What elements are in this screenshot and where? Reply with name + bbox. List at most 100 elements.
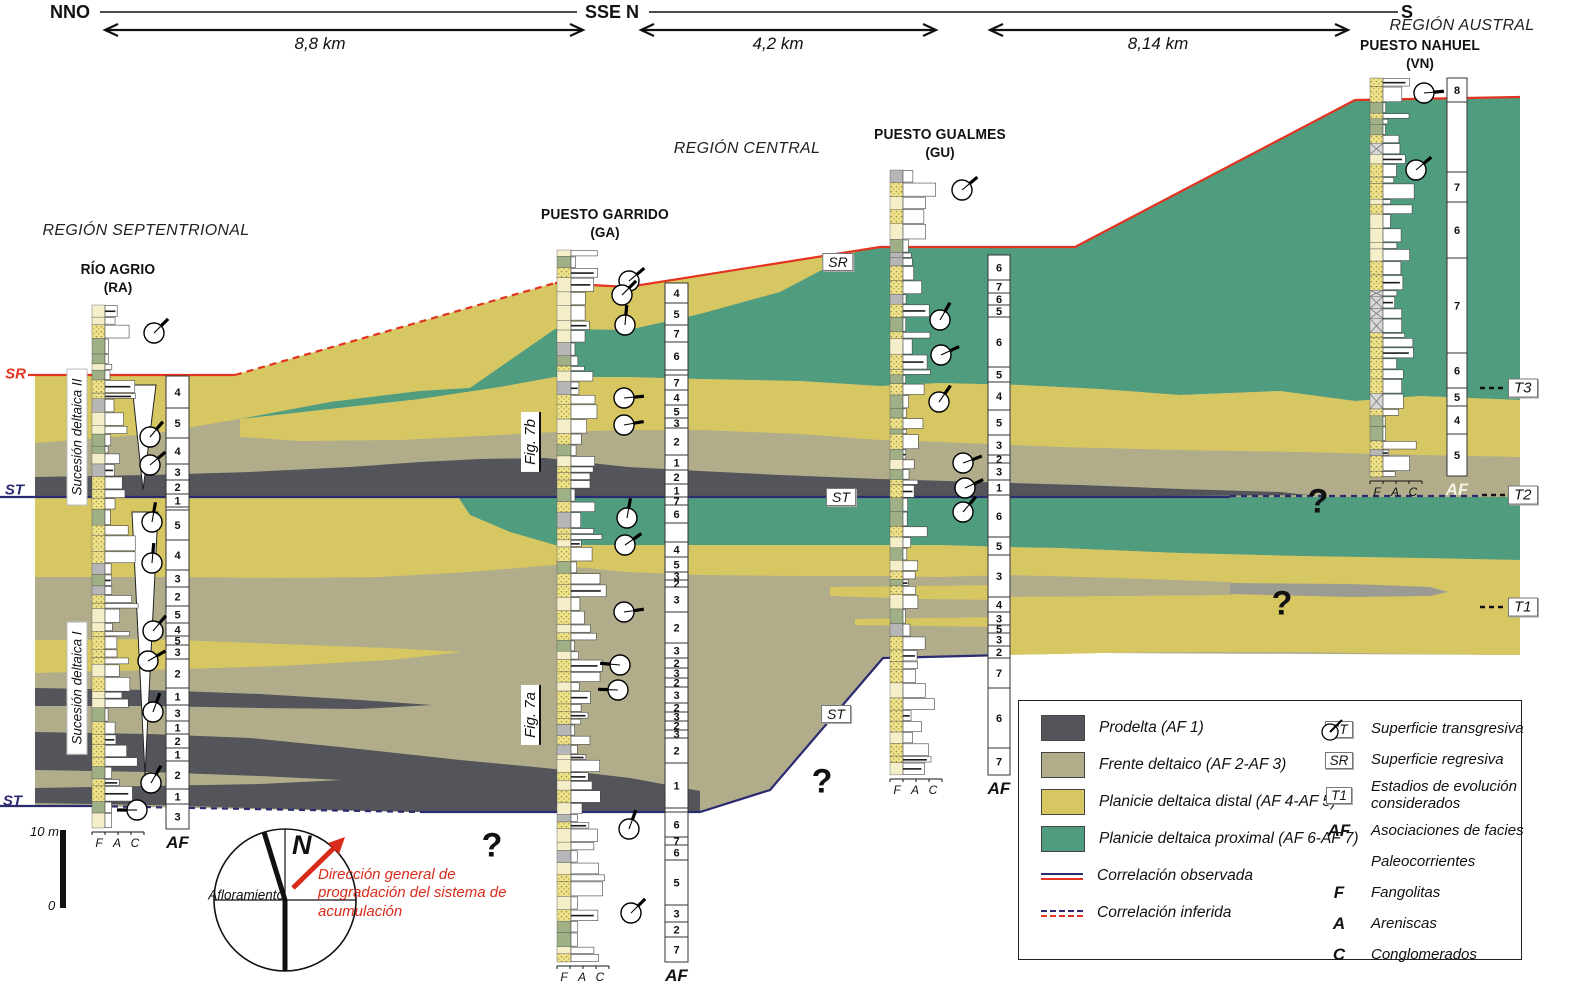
facies-swatch (1041, 715, 1085, 741)
lithology-segment (1369, 440, 1384, 450)
paleocurrent-icon (1405, 155, 1433, 181)
lithology-segment (1369, 134, 1384, 144)
grainsize-bar (570, 488, 576, 502)
af-number: 6 (996, 294, 1002, 306)
lithology-segment (91, 608, 106, 624)
grainsize-bar (570, 862, 599, 875)
lithology-segment (556, 771, 572, 782)
lithology-segment (556, 546, 572, 562)
coarsening-wedge-1 (131, 511, 159, 776)
grainsize-bar (902, 511, 908, 527)
lithology-segment (556, 651, 572, 660)
af-number: 5 (996, 306, 1002, 318)
lithology-segment (556, 444, 572, 457)
af-number: 5 (673, 407, 679, 419)
af-number: 3 (174, 467, 180, 479)
lithology-segment (1369, 470, 1384, 478)
grainsize-bar (1382, 135, 1400, 144)
lithology-segment (91, 778, 106, 787)
grainsize-bar (104, 657, 129, 665)
lithology-segment (889, 417, 904, 430)
lithology-segment (91, 445, 106, 454)
lithology-segment (556, 305, 572, 321)
lithology-segment (556, 841, 572, 851)
grainsize-bar (104, 525, 129, 536)
grainsize-bar (104, 691, 123, 699)
grainsize-bar (570, 444, 577, 456)
paleocurrent-icon (599, 654, 631, 676)
af-box (1446, 101, 1468, 173)
lithology-segment (889, 709, 904, 722)
grain-axis-label: C (596, 970, 605, 984)
af-axis-label: AF (1445, 480, 1469, 499)
af-number: 6 (996, 713, 1002, 725)
paleocurrent-icon (142, 614, 168, 642)
lithology-segment (889, 720, 904, 733)
facies-distal-upper-band (35, 251, 858, 443)
lithology-segment (556, 759, 572, 773)
grainsize-bar (570, 610, 585, 625)
paleocurrent-icon (613, 601, 645, 623)
grainsize-bar (104, 453, 120, 464)
lithology-segment (556, 744, 572, 755)
legend-facies-column: Prodelta (AF 1) Frente deltaico (AF 2-AF … (1041, 715, 1359, 926)
grainsize-bar (104, 446, 109, 454)
lithology-segment (91, 812, 106, 829)
lithology-segment (91, 785, 106, 802)
lithology-segment (889, 428, 904, 435)
grainsize-bar (1382, 358, 1397, 370)
lithology-segment (556, 814, 572, 823)
lithology-segment (91, 324, 106, 339)
grainsize-bar (570, 404, 598, 419)
lithology-segment (91, 392, 106, 399)
grainsize-bar (570, 704, 582, 712)
lithology-segment (91, 497, 106, 510)
facies-swatch (1041, 789, 1085, 815)
grainsize-bar (104, 649, 118, 658)
grain-axis-label: F (893, 783, 901, 797)
legend-facies-row: Frente deltaico (AF 2-AF 3) (1041, 752, 1359, 778)
grainsize-bar (902, 258, 913, 266)
legend-symbol-row: F Fangolitas (1319, 881, 1526, 905)
lithology-segment (556, 455, 572, 467)
lithology-segment (91, 398, 106, 413)
grain-axis-label: A (910, 783, 919, 797)
lithology-segment (1369, 449, 1384, 456)
af-box (664, 807, 689, 813)
grainsize-bar (1382, 86, 1403, 103)
lithology-segment (889, 743, 904, 757)
af-number: 3 (174, 708, 180, 720)
grainsize-bar (902, 182, 937, 197)
grainsize-bar (1382, 290, 1398, 297)
grainsize-bar (1382, 183, 1415, 200)
af-number: 2 (174, 736, 180, 748)
grainsize-bar (1382, 164, 1397, 177)
af-number: 7 (1454, 182, 1460, 194)
grainsize-bar (902, 266, 914, 281)
lithology-segment (889, 570, 904, 580)
grainsize-bar (104, 354, 109, 364)
grainsize-bar (104, 324, 130, 339)
grainsize-bar (570, 528, 594, 534)
af-number: 2 (996, 647, 1002, 659)
grainsize-bar (902, 683, 926, 698)
facies-distal-left-below-st (35, 497, 555, 578)
grainsize-bar (104, 608, 121, 623)
lithology-segment (556, 329, 572, 343)
grainsize-bar (570, 456, 595, 467)
column-ga: F A C4576745321217645323232323232321676532… (556, 249, 689, 984)
lithology-segment (91, 594, 106, 604)
grainsize-bar (570, 718, 582, 725)
grainsize-bar (570, 624, 591, 633)
grainsize-bar (1382, 199, 1391, 205)
af-number: 2 (673, 925, 679, 937)
grainsize-bar (570, 759, 600, 772)
grainsize-bar (902, 469, 910, 480)
paleocurrent-icon (614, 304, 636, 336)
lithology-segment (889, 374, 904, 384)
paleocurrent-icon (140, 764, 163, 794)
lithology-segment (1369, 228, 1384, 243)
lithology-segment (556, 780, 572, 791)
legend-symbol-row: C Conglomerados (1319, 943, 1526, 967)
